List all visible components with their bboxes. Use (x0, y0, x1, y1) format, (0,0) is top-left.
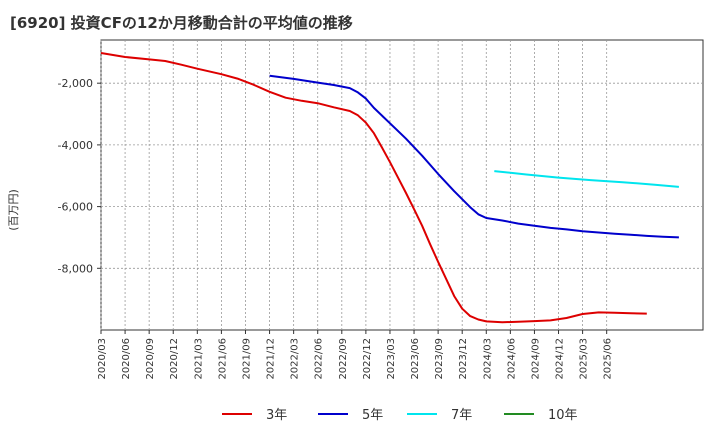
x-tick-label: 2021/03 (193, 338, 204, 380)
x-tick-label: 2025/06 (603, 338, 614, 380)
x-tick-label: 2024/12 (555, 338, 566, 380)
x-tick-label: 2021/09 (241, 338, 252, 380)
x-tick-label: 2023/12 (458, 338, 469, 380)
legend-label-4: 10年 (548, 408, 578, 423)
chart-title: [6920] 投資CFの12か月移動合計の平均値の推移 (10, 14, 353, 32)
x-tick-label: 2024/03 (482, 338, 493, 380)
series-line-3 (494, 170, 679, 188)
x-tick-label: 2022/03 (290, 338, 301, 380)
x-tick-label: 2024/09 (530, 338, 541, 380)
y-tick-label: -2,000 (58, 77, 93, 90)
legend-label-2: 5年 (362, 408, 383, 423)
x-tick-label: 2022/09 (338, 338, 349, 380)
y-tick-label: -8,000 (58, 262, 93, 275)
x-tick-label: 2020/06 (121, 338, 132, 380)
legend-label-1: 3年 (266, 408, 287, 423)
x-tick-label: 2020/09 (145, 338, 156, 380)
x-tick-label: 2023/03 (386, 338, 397, 380)
x-tick-label: 2023/09 (434, 338, 445, 380)
x-tick-label: 2022/06 (314, 338, 325, 380)
x-tick-label: 2023/06 (410, 338, 421, 380)
series-line-1 (100, 52, 647, 324)
y-tick-label: -6,000 (58, 201, 93, 214)
x-tick-label: 2021/06 (217, 338, 228, 380)
series-line-2 (269, 74, 679, 239)
x-tick-label: 2025/03 (579, 338, 590, 380)
x-tick-label: 2020/03 (97, 338, 108, 380)
x-tick-label: 2024/06 (506, 338, 517, 380)
x-tick-label: 2020/12 (169, 338, 180, 380)
x-tick-label: 2022/12 (362, 338, 373, 380)
x-tick-label: 2021/12 (266, 338, 277, 380)
legend-label-3: 7年 (451, 408, 472, 423)
y-tick-label: -4,000 (58, 139, 93, 152)
